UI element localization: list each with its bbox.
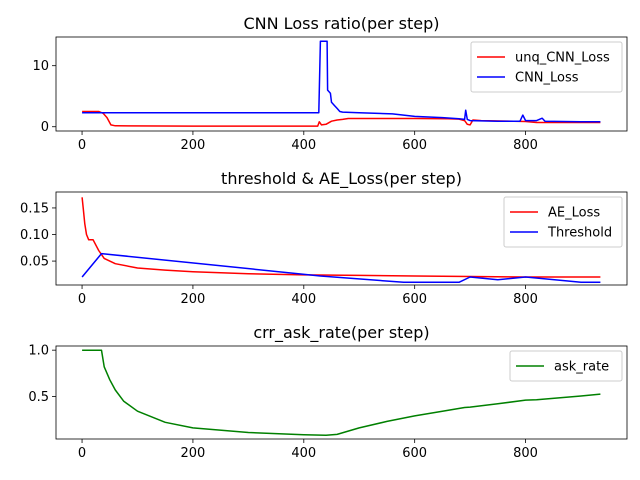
legend: unq_CNN_Loss CNN_Loss [470, 41, 623, 93]
axes-frame [55, 345, 628, 440]
y-tick-label: 0.5 [28, 390, 49, 405]
series-line-threshold [81, 252, 601, 284]
x-tick-label: 400 [291, 138, 316, 153]
series-line-cnn-loss [82, 40, 601, 123]
chart-title: threshold & AE_Loss(per step) [221, 169, 462, 189]
legend-label: CNN_Loss [515, 71, 579, 86]
series-line-ae-loss [81, 197, 601, 278]
x-tick-label: 0 [78, 446, 86, 461]
chart-title: CNN Loss ratio(per step) [243, 14, 439, 33]
chart-title: crr_ask_rate(per step) [253, 323, 429, 343]
x-tick-label: 600 [402, 446, 427, 461]
chart-panel-1: CNN Loss ratio(per step) 0 200 400 600 800 0 10… [32, 14, 628, 153]
axes-frame [55, 191, 628, 286]
axes-frame [55, 36, 628, 132]
x-tick-label: 600 [402, 292, 427, 307]
chart-panel-2: threshold & AE_Loss(per step) 0 200 400 600 8… [20, 169, 628, 307]
x-tick-label: 400 [291, 292, 316, 307]
x-tick-label: 800 [513, 138, 538, 153]
y-tick-label: 0.10 [20, 228, 49, 243]
legend-box [503, 196, 623, 248]
legend-label: unq_CNN_Loss [515, 51, 610, 66]
series-group [82, 40, 601, 127]
legend-label: AE_Loss [548, 206, 600, 221]
y-tick-label: 1.0 [28, 344, 49, 359]
y-tick-label: 0 [41, 120, 49, 135]
x-tick-label: 0 [78, 138, 86, 153]
chart-panel-3: crr_ask_rate(per step) 0 200 400 600 800 0.5 1.… [28, 323, 628, 461]
legend: AE_Loss Threshold [503, 196, 623, 248]
y-tick-label: 0.15 [20, 201, 49, 216]
x-tick-label: 600 [402, 138, 427, 153]
y-tick-label: 0.05 [20, 255, 49, 270]
x-tick-label: 800 [513, 292, 538, 307]
x-tick-label: 200 [181, 292, 206, 307]
series-group [81, 197, 601, 284]
legend-label: Threshold [547, 226, 612, 241]
y-tick-label: 10 [32, 59, 49, 74]
series-line-unq-cnn-loss [82, 110, 601, 127]
x-tick-label: 0 [78, 292, 86, 307]
series-line-ask-rate [82, 349, 601, 437]
x-tick-label: 400 [291, 446, 316, 461]
legend-box [509, 350, 623, 382]
legend: ask_rate [509, 350, 623, 382]
x-tick-label: 200 [181, 138, 206, 153]
series-group [82, 349, 601, 437]
x-tick-label: 800 [513, 446, 538, 461]
legend-box [470, 41, 623, 93]
x-tick-label: 200 [181, 446, 206, 461]
legend-label: ask_rate [554, 360, 609, 375]
